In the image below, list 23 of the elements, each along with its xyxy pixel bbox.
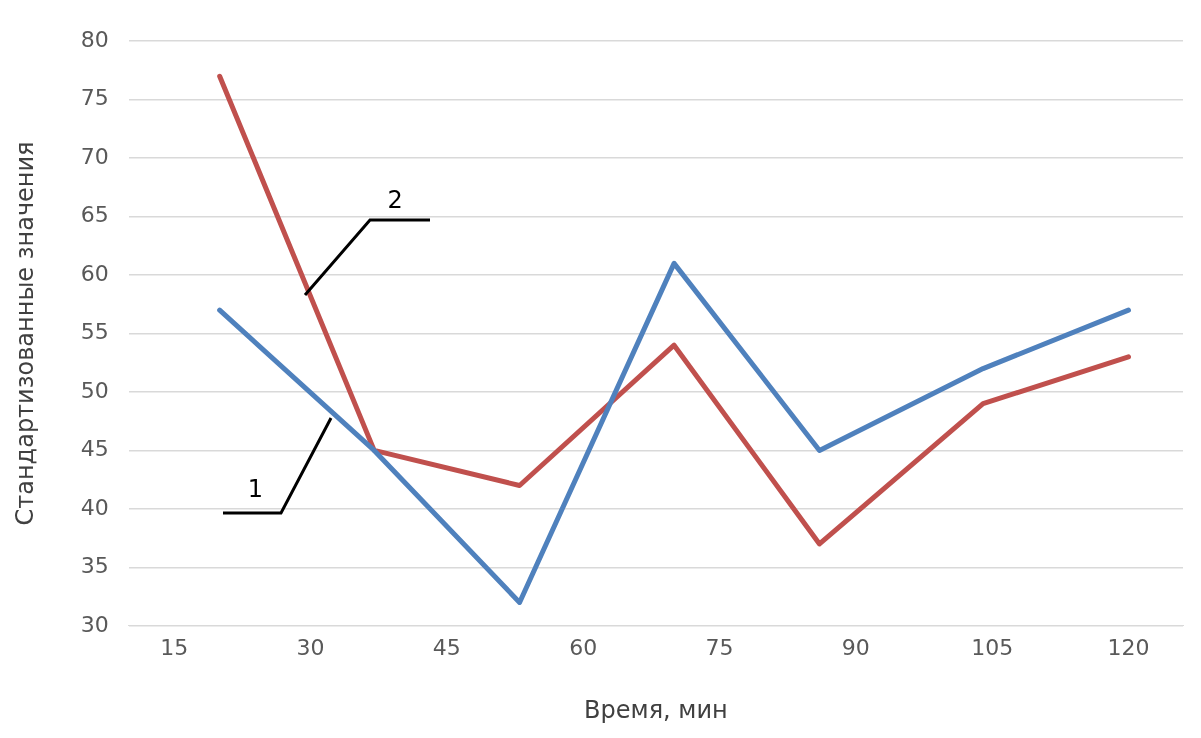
x-tick-label: 75 bbox=[705, 634, 734, 660]
y-axis-title: Стандартизованные значения bbox=[10, 141, 39, 526]
y-tick-label: 30 bbox=[80, 611, 109, 637]
x-tick-label: 105 bbox=[971, 634, 1014, 660]
y-tick-label: 80 bbox=[80, 26, 109, 52]
y-tick-label: 60 bbox=[80, 260, 109, 286]
x-tick-label: 15 bbox=[160, 634, 189, 660]
y-tick-label: 65 bbox=[80, 202, 109, 228]
x-tick-label: 90 bbox=[841, 634, 870, 660]
x-tick-label: 120 bbox=[1107, 634, 1150, 660]
x-axis-title: Время, мин bbox=[584, 695, 728, 724]
y-tick-label: 70 bbox=[80, 143, 109, 169]
y-tick-label: 75 bbox=[80, 85, 109, 111]
x-tick-label: 60 bbox=[569, 634, 598, 660]
y-tick-label: 55 bbox=[80, 319, 109, 345]
annotation: 2 bbox=[387, 186, 403, 215]
x-tick-label: 45 bbox=[432, 634, 461, 660]
y-tick-label: 35 bbox=[80, 553, 109, 579]
annotation: 1 bbox=[247, 474, 264, 503]
x-tick-label: 30 bbox=[296, 634, 325, 660]
y-tick-label: 50 bbox=[80, 377, 109, 403]
y-tick-label: 40 bbox=[80, 494, 109, 520]
y-tick-label: 45 bbox=[80, 436, 109, 462]
